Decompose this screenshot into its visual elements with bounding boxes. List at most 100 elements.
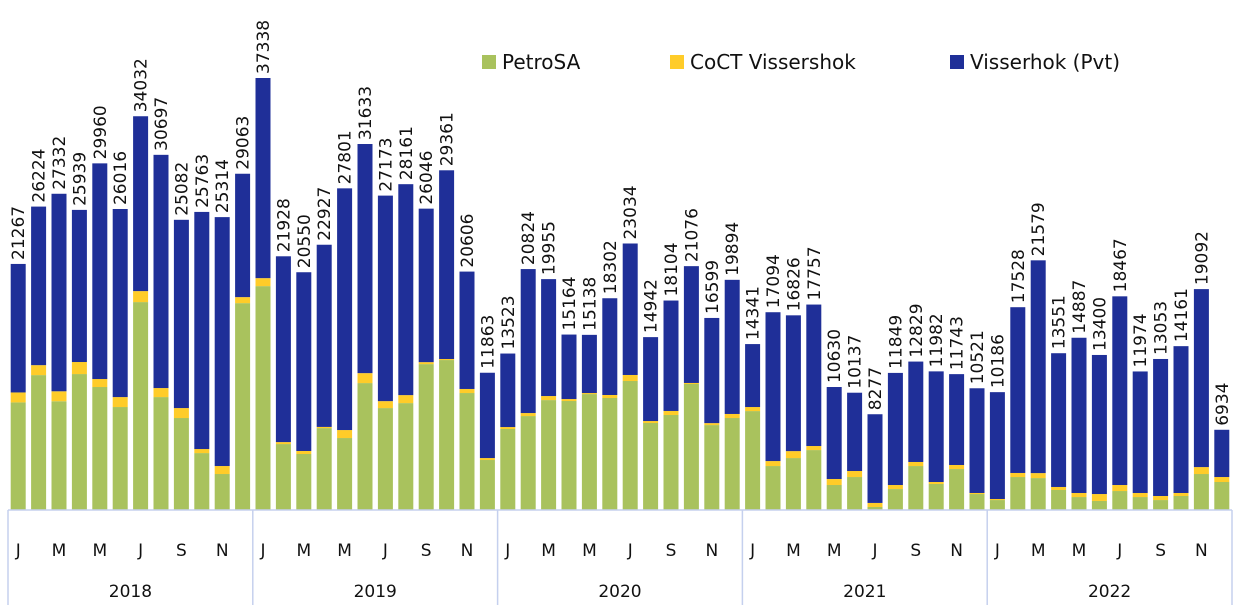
bar-segment — [1030, 478, 1046, 510]
bar-segment — [887, 372, 903, 486]
bar-segment — [173, 408, 189, 419]
total-label: 14942 — [642, 279, 662, 333]
bar-segment — [1193, 289, 1209, 468]
bar-segment — [908, 466, 924, 510]
bar-segment — [806, 304, 822, 447]
bar-segment — [745, 407, 761, 412]
bar-segment — [1193, 474, 1209, 510]
total-label: 21076 — [682, 208, 702, 262]
legend-label: CoCT Vissershok — [690, 50, 856, 74]
total-label: 28161 — [397, 126, 417, 180]
bar-segment — [928, 371, 944, 483]
total-label: 16826 — [784, 257, 804, 311]
bar-segment — [908, 461, 924, 467]
total-label: 23034 — [621, 185, 641, 239]
bar-segment — [847, 477, 863, 510]
bar-segment — [235, 303, 251, 510]
total-label: 29063 — [234, 116, 254, 170]
bar-segment — [1010, 472, 1026, 478]
bar-segment — [928, 482, 944, 484]
bar-segment — [745, 344, 761, 408]
bar-segment — [275, 444, 291, 510]
bar-segment — [622, 374, 638, 381]
bar-segment — [581, 394, 597, 510]
bar-segment — [928, 483, 944, 510]
bar-segment — [1051, 486, 1067, 490]
total-label: 34032 — [132, 58, 152, 112]
total-label: 27332 — [50, 136, 70, 190]
bar-segment — [1071, 492, 1087, 498]
bar-segment — [887, 485, 903, 490]
bar-segment — [92, 163, 108, 380]
total-label: 18467 — [1111, 238, 1131, 292]
x-tick-label: N — [461, 541, 474, 561]
bar-segment — [622, 380, 638, 510]
bar-segment — [806, 450, 822, 510]
bar-segment — [71, 374, 87, 510]
x-tick-label: M — [337, 541, 352, 561]
total-label: 20550 — [295, 214, 315, 268]
total-label: 10137 — [846, 335, 866, 389]
bar-segment — [214, 474, 230, 510]
total-label: 15164 — [560, 276, 580, 330]
bar-segment — [1030, 260, 1046, 474]
bar-segment — [724, 418, 740, 510]
bar-segment — [1153, 500, 1169, 510]
bar-segment — [133, 116, 149, 292]
bar-segment — [1214, 429, 1230, 478]
bar-segment — [500, 427, 516, 430]
bar-segment — [459, 393, 475, 510]
total-label: 13053 — [1152, 301, 1172, 355]
bar-segment — [235, 297, 251, 304]
total-label: 19955 — [540, 221, 560, 275]
x-tick-label: J — [382, 541, 388, 561]
bar-segment — [663, 300, 679, 411]
bar-segment — [745, 411, 761, 510]
bar-segment — [949, 374, 965, 465]
bar-segment — [194, 211, 210, 450]
bar-segment — [969, 494, 985, 510]
bar-segment — [867, 414, 883, 503]
year-label: 2019 — [354, 582, 397, 602]
bar-segment — [51, 391, 67, 402]
year-label: 2022 — [1088, 582, 1131, 602]
bar-segment — [581, 334, 597, 394]
bar-segment — [724, 279, 740, 414]
x-tick-label: J — [1116, 541, 1122, 561]
bar-segment — [683, 382, 699, 385]
bar-segment — [418, 364, 434, 510]
bar-segment — [357, 144, 373, 374]
bar-segment — [724, 413, 740, 419]
total-label: 17528 — [1009, 249, 1029, 303]
bar-segment — [520, 413, 536, 417]
total-label: 20606 — [458, 213, 478, 267]
x-tick-label: M — [52, 541, 67, 561]
total-label: 20824 — [519, 211, 539, 265]
bar-segment — [1010, 477, 1026, 510]
bar-segment — [561, 399, 577, 402]
bar-segment — [214, 217, 230, 467]
bar-segment — [1214, 477, 1230, 483]
bar-segment — [71, 362, 87, 375]
bar-segment — [1214, 482, 1230, 510]
x-tick-label: N — [1195, 541, 1208, 561]
bar-segment — [765, 466, 781, 510]
bar-segment — [847, 471, 863, 478]
total-label: 25082 — [172, 162, 192, 216]
x-tick-label: J — [504, 541, 510, 561]
bar-segment — [581, 393, 597, 395]
total-label: 26224 — [30, 148, 50, 202]
bar-segment — [785, 458, 801, 510]
legend-swatch — [482, 55, 496, 69]
total-label: 19894 — [723, 222, 743, 276]
x-tick-label: M — [541, 541, 556, 561]
bar-segment — [377, 408, 393, 510]
bar-segment — [1091, 500, 1107, 510]
total-label: 12829 — [907, 303, 927, 357]
total-label: 30697 — [152, 97, 172, 151]
bar-segment — [112, 208, 128, 398]
bar-segment — [1051, 353, 1067, 487]
bar-segment — [337, 430, 353, 439]
bar-segment — [275, 256, 291, 443]
